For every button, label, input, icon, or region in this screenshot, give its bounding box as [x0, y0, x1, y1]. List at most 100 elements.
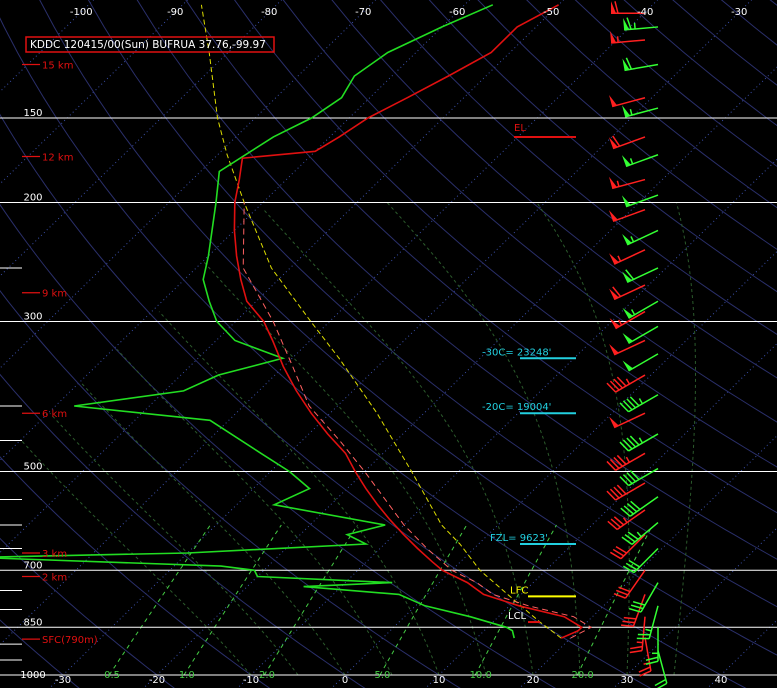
wind-barb-red: [608, 135, 646, 150]
barb-half: [636, 641, 643, 644]
wind-barb-green: [621, 521, 659, 546]
barb-flag: [622, 474, 633, 485]
bottom-temp-label: -30: [55, 675, 71, 686]
moist-adiabat-line: [386, 202, 581, 676]
barb-pennant: [622, 58, 630, 71]
height-label: 12 km: [42, 152, 73, 163]
barb-pennant: [609, 318, 620, 329]
top-temp-label: -60: [449, 7, 465, 18]
barb-flag: [626, 503, 638, 513]
barb-pennant: [622, 233, 632, 245]
moist-adiabat-line: [116, 349, 393, 676]
station-label-box: [25, 36, 275, 53]
barb-staff: [633, 547, 659, 574]
barb-flag: [607, 520, 618, 531]
pressure-label: 850: [23, 617, 42, 628]
mixing-ratio-label: 0.5: [104, 670, 120, 681]
barb-flag: [609, 458, 620, 469]
barb-flag: [612, 286, 622, 297]
wind-barbs: [606, 1, 668, 688]
top-temp-label: -90: [167, 7, 183, 18]
isotherm-line: [0, 0, 95, 93]
moist-adiabat-line: [263, 209, 534, 676]
barb-half: [630, 236, 635, 243]
wind-barb-red: [606, 452, 646, 471]
bottom-temp-label: -10: [243, 675, 259, 686]
barb-flag: [613, 486, 624, 497]
mixing-ratio-label: 20.0: [572, 670, 594, 681]
barb-staff: [613, 339, 646, 356]
wind-barb-red: [609, 94, 646, 108]
dry-adiabat-line: [0, 290, 461, 688]
barb-flag: [630, 645, 643, 650]
barb-flag: [615, 589, 629, 596]
barb-staff: [611, 97, 646, 108]
barb-pennant: [622, 360, 633, 371]
barb-flag: [613, 378, 624, 389]
level-markers: EL -30C= 23248' -20C= 19004' FZL= 9623' LFC L…: [482, 123, 576, 624]
level-marker-label: LCL: [508, 611, 527, 622]
mixing-ratio-line: [108, 524, 211, 676]
barb-staff: [625, 154, 659, 168]
barb-staff: [615, 310, 646, 330]
dry-adiabat-line: [428, 0, 777, 293]
barb-flag: [616, 376, 627, 387]
barb-flag: [613, 516, 625, 526]
barb-pennant: [621, 195, 631, 207]
barb-flag: [623, 505, 634, 515]
isotherm-line: [0, 0, 1, 1]
barb-flag: [656, 682, 668, 688]
barb-flag: [606, 460, 617, 471]
barb-flag: [619, 476, 630, 487]
wind-barb-green: [622, 300, 659, 319]
barb-pennant: [609, 288, 619, 300]
barb-staff: [624, 107, 659, 118]
barb-half: [630, 309, 636, 316]
dry-adiabat-line: [136, 0, 777, 560]
barb-half: [622, 517, 628, 524]
wind-barb-red: [607, 509, 646, 531]
barb-half: [638, 437, 644, 444]
wind-barb-red: [638, 637, 652, 677]
barb-flag: [621, 536, 633, 546]
height-label: 2 km: [42, 573, 67, 584]
dry-adiabat-line: [380, 0, 777, 335]
dry-adiabat-line: [282, 0, 777, 423]
axis-labels: 0.5 1.0 2.0 5.0 10.0 20.015020030050070085010…: [20, 7, 747, 686]
barb-pennant: [622, 271, 632, 283]
dry-adiabat-line: [720, 0, 777, 46]
wind-barb-red: [610, 30, 646, 44]
barb-flag: [606, 382, 617, 393]
mixing-ratio-line: [576, 524, 654, 676]
dry-adiabat-line: [0, 537, 175, 688]
moist-adiabat-line: [673, 202, 696, 676]
barb-staff: [628, 353, 659, 372]
bottom-temp-label: 30: [621, 675, 634, 686]
isotherm-line: [0, 0, 565, 554]
barb-flag: [628, 607, 642, 613]
barb-staff: [611, 178, 646, 190]
barb-pennant: [609, 416, 619, 428]
barb-pennant: [609, 94, 617, 107]
barb-pennant: [609, 176, 617, 189]
barb-pennant: [622, 105, 630, 117]
isotherm-line: [0, 0, 283, 277]
isotherm-line: [0, 0, 189, 185]
barb-staff: [615, 452, 646, 471]
barb-half: [625, 378, 631, 385]
wind-barb-green: [622, 353, 659, 372]
barb-pennant: [610, 30, 617, 43]
top-temp-label: -40: [637, 7, 653, 18]
barb-staff: [615, 374, 646, 393]
barb-flag: [628, 559, 641, 568]
wind-barb-green: [628, 582, 659, 613]
barb-flag: [645, 656, 659, 662]
barb-half: [636, 531, 642, 538]
bottom-temp-label: 0: [342, 675, 348, 686]
barb-half: [638, 398, 644, 405]
barb-staff: [628, 433, 659, 452]
mixing-ratio-line: [183, 524, 282, 676]
barb-staff: [624, 63, 659, 72]
